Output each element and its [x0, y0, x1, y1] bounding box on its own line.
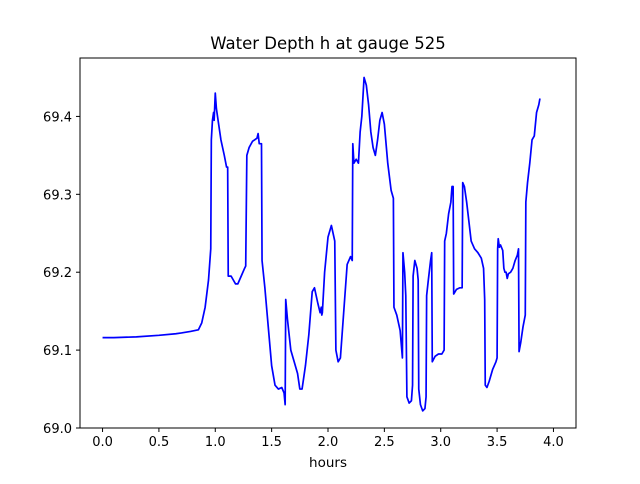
y-axis: 69.0 69.1 69.2 69.3 69.4 — [43, 110, 80, 437]
y-tick-label: 69.0 — [43, 422, 72, 437]
series-line — [102, 76, 541, 412]
y-tick-label: 69.3 — [43, 188, 72, 203]
x-tick-label: 2.5 — [374, 435, 395, 450]
y-tick-label: 69.4 — [43, 110, 72, 125]
x-axis-label: hours — [309, 455, 347, 471]
x-tick-label: 4.0 — [543, 435, 564, 450]
x-tick-label: 2.0 — [318, 435, 339, 450]
chart-title: Water Depth h at gauge 525 — [210, 34, 445, 53]
x-tick-label: 1.5 — [261, 435, 282, 450]
x-tick-label: 3.0 — [430, 435, 451, 450]
x-tick-label: 0.0 — [92, 435, 113, 450]
x-axis: 0.0 0.5 1.0 1.5 2.0 2.5 3.0 3.5 4.0 — [92, 428, 564, 450]
y-tick-label: 69.2 — [43, 266, 72, 281]
y-tick-label: 69.1 — [43, 344, 72, 359]
x-tick-label: 0.5 — [149, 435, 170, 450]
x-tick-label: 1.0 — [205, 435, 226, 450]
x-tick-label: 3.5 — [487, 435, 508, 450]
